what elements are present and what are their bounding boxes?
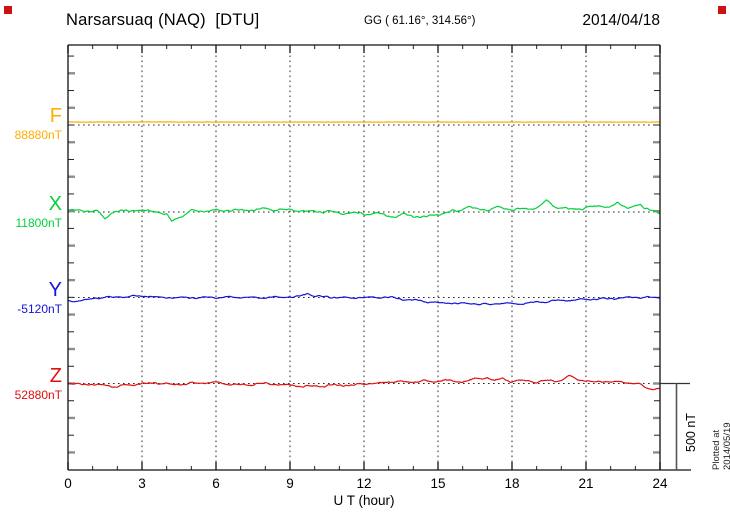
x-tick-label-21: 21 — [578, 476, 594, 491]
channel-x-label: X — [48, 193, 62, 215]
plot-frame — [67, 44, 691, 471]
grid-lines — [141, 45, 587, 470]
x-tick-label-18: 18 — [504, 476, 520, 491]
red-corner-marker-right — [718, 6, 726, 14]
x-tick-label-9: 9 — [286, 476, 294, 491]
x-tick-label-0: 0 — [64, 476, 72, 491]
x-tick-label-15: 15 — [430, 476, 446, 491]
channel-y-baseline-value: -5120nT — [17, 302, 62, 316]
x-axis-label: U T (hour) — [333, 493, 395, 508]
x-tick-label-6: 6 — [212, 476, 220, 491]
channel-f-baseline-value: 88880nT — [14, 128, 62, 142]
gg-coordinates: GG ( 61.16°, 314.56°) — [364, 15, 476, 27]
x-tick-label-24: 24 — [652, 476, 668, 491]
red-corner-marker-left — [4, 6, 12, 14]
channel-baselines — [68, 124, 660, 384]
trace-x — [67, 199, 661, 222]
data-traces — [67, 121, 661, 391]
channel-x-baseline-value: 11800nT — [15, 216, 62, 230]
trace-z — [67, 374, 661, 391]
channel-z-baseline-value: 52880nT — [14, 388, 62, 402]
x-tick-label-12: 12 — [356, 476, 372, 491]
trace-y — [67, 293, 661, 306]
station-title: Narsarsuaq (NAQ) [DTU] — [66, 11, 260, 29]
plot-date: 2014/04/18 — [582, 12, 660, 29]
channel-z-label: Z — [49, 365, 62, 387]
scale-bar-label: 500 nT — [684, 413, 698, 452]
scale-bar — [659, 382, 690, 470]
channel-f-label: F — [49, 105, 62, 127]
x-tick-label-3: 3 — [138, 476, 146, 491]
plotted-at-note: Plotted at 2014/05/19 02:14 UT — [711, 422, 730, 470]
channel-y-label: Y — [48, 279, 62, 301]
trace-f — [67, 121, 661, 123]
